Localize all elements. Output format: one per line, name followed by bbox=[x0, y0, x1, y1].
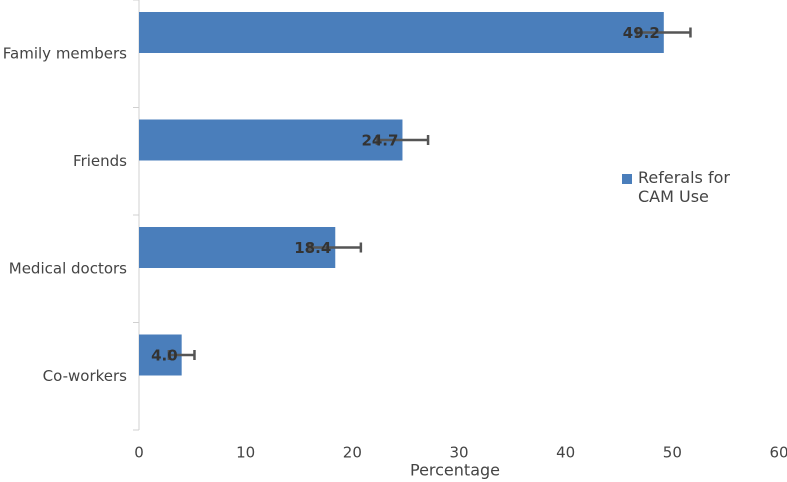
x-tick-label: 40 bbox=[556, 444, 575, 462]
error-bar bbox=[308, 242, 363, 253]
legend-swatch bbox=[622, 174, 632, 184]
data-label: 24.7 bbox=[361, 132, 398, 150]
x-tick-label: 10 bbox=[236, 444, 255, 462]
legend: Referals for CAM Use bbox=[622, 168, 752, 206]
error-bar bbox=[635, 27, 692, 38]
x-axis-label: Percentage bbox=[410, 461, 500, 480]
data-label: 49.2 bbox=[623, 24, 660, 42]
x-tick-label: 20 bbox=[343, 444, 362, 462]
bar bbox=[139, 12, 664, 53]
x-tick-label: 60 bbox=[769, 444, 787, 462]
x-tick-label: 50 bbox=[663, 444, 682, 462]
y-tick-label: Friends bbox=[73, 152, 127, 170]
legend-label: Referals for CAM Use bbox=[638, 168, 730, 206]
y-tick-label: Family members bbox=[3, 44, 127, 62]
bar bbox=[139, 119, 403, 161]
data-label: 4.0 bbox=[151, 347, 178, 365]
bar bbox=[139, 227, 336, 268]
error-bar bbox=[167, 350, 196, 360]
y-tick-label: Co-workers bbox=[43, 367, 128, 385]
y-tick-label: Medical doctors bbox=[9, 259, 127, 277]
data-label: 18.4 bbox=[294, 239, 331, 257]
x-tick-label: 0 bbox=[134, 444, 144, 462]
x-tick-label: 30 bbox=[449, 444, 468, 462]
error-bar bbox=[375, 135, 430, 145]
